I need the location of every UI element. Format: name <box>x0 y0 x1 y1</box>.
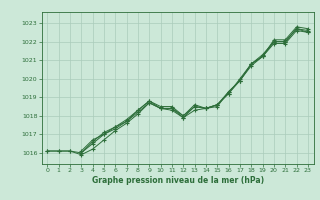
X-axis label: Graphe pression niveau de la mer (hPa): Graphe pression niveau de la mer (hPa) <box>92 176 264 185</box>
